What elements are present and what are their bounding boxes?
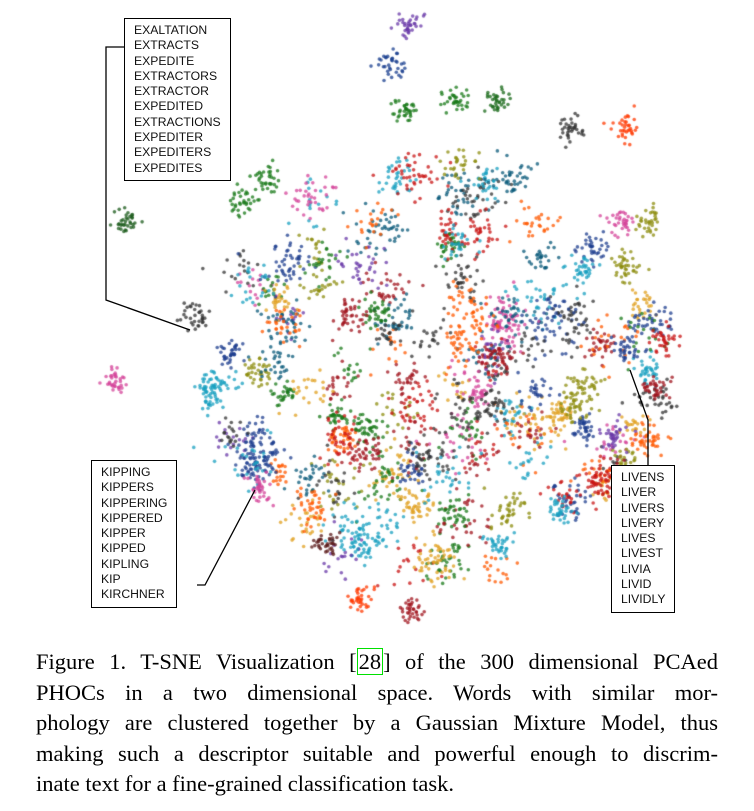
connector-left	[197, 489, 256, 586]
word-label: LIVERY	[621, 515, 665, 530]
caption-text: ] of the 300 dimensional PCAed	[383, 649, 718, 674]
caption-text: Figure 1. T-SNE Visualization [	[36, 649, 357, 674]
word-label: KIPPERED	[101, 510, 163, 525]
caption-line: inate text for a fine-grained classifica…	[36, 771, 454, 796]
word-label: EXTRACTOR	[134, 84, 209, 99]
caption-line: making such a descriptor suitable and po…	[36, 740, 718, 766]
word-label: KIPPERS	[101, 480, 154, 495]
caption-line: PHOCs in a two dimensional space. Words …	[36, 679, 718, 705]
caption-line: phology are clustered together by a Gaus…	[36, 710, 718, 735]
connector-right	[629, 369, 649, 465]
word-label: EXALTATION	[134, 23, 208, 37]
word-label: EXPEDITED	[134, 99, 204, 114]
word-label: LIVEST	[621, 546, 663, 561]
word-label: EXTRACTORS	[134, 68, 218, 83]
word-label: LIVID	[621, 577, 652, 592]
word-box-liv: LIVENS LIVER LIVERS LIVERY LIVES LIVEST LIVIA L…	[611, 465, 676, 613]
word-box-exp: EXALTATION EXTRACTS EXPEDITE EXTRACTORS EXTR…	[124, 18, 231, 181]
word-label: LIVENS	[621, 470, 665, 484]
connector-lines	[105, 46, 649, 586]
word-box-kip: KIPPING KIPPERS KIPPERING KIPPERED KIPPER KIP…	[91, 460, 178, 608]
figure-caption: Figure 1. T-SNE Visualization [28] of th…	[36, 647, 718, 800]
word-label: LIVERS	[621, 500, 665, 515]
word-label: EXPEDITER	[134, 130, 204, 145]
citation-link[interactable]: 28	[356, 648, 384, 675]
word-label: EXPEDITE	[134, 53, 195, 68]
word-label: EXPEDITES	[134, 160, 203, 175]
word-label: KIRCHNER	[101, 587, 165, 602]
word-label: KIPLING	[101, 556, 150, 571]
connector-top	[105, 46, 191, 331]
word-label: KIP	[101, 572, 121, 587]
word-label: KIPPED	[101, 541, 146, 556]
word-label: KIPPING	[101, 465, 151, 479]
word-label: EXTRACTS	[134, 38, 200, 53]
word-label: EXTRACTIONS	[134, 114, 221, 129]
word-label: LIVES	[621, 531, 656, 546]
word-label: LIVIA	[621, 561, 651, 576]
word-label: KIPPER	[101, 526, 146, 541]
word-label: LIVIDLY	[621, 592, 666, 607]
word-label: EXPEDITERS	[134, 145, 212, 160]
word-label: KIPPERING	[101, 495, 168, 510]
word-label: LIVER	[621, 485, 657, 500]
